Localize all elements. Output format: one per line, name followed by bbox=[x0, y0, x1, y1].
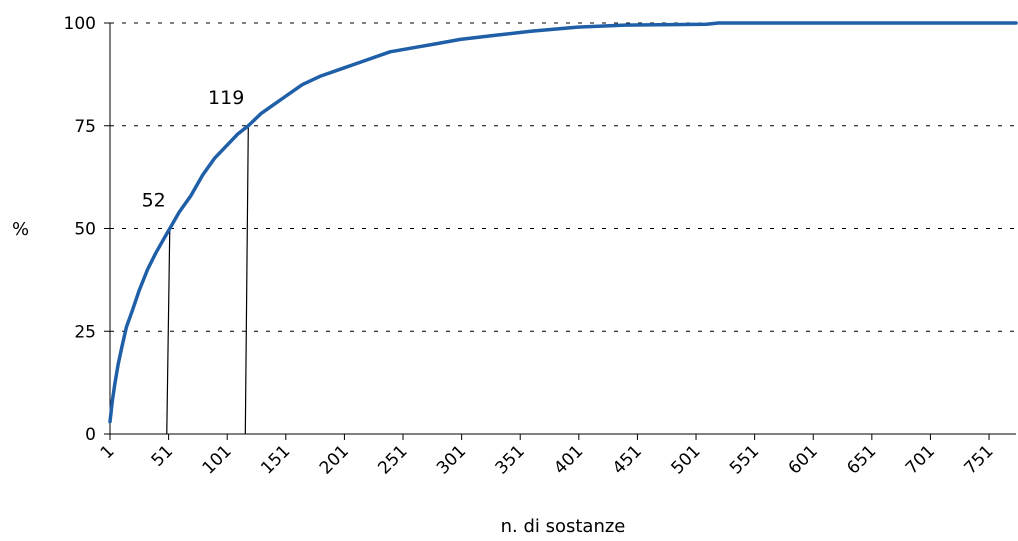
x-tick-label: 351 bbox=[492, 441, 529, 478]
y-tick-label: 0 bbox=[85, 425, 96, 445]
x-tick-label: 101 bbox=[199, 441, 236, 478]
x-tick-label: 51 bbox=[148, 441, 177, 470]
x-tick-label: 551 bbox=[726, 441, 763, 478]
cumulative-line bbox=[108, 21, 1018, 424]
y-tick-label: 100 bbox=[64, 14, 96, 34]
x-tick-label: 401 bbox=[550, 441, 587, 478]
reference-line bbox=[166, 228, 171, 435]
x-axis-title: n. di sostanze bbox=[501, 516, 626, 537]
x-tick-label: 151 bbox=[257, 441, 294, 478]
x-tick-label: 451 bbox=[609, 441, 646, 478]
grid-lines bbox=[110, 22, 1016, 332]
y-tick-label: 75 bbox=[74, 117, 96, 137]
reference-line bbox=[244, 125, 249, 435]
x-tick-label: 1 bbox=[97, 441, 119, 463]
x-tick-label: 651 bbox=[843, 441, 880, 478]
marker-label: 52 bbox=[142, 190, 166, 212]
marker-labels: 52 119 bbox=[142, 87, 245, 212]
x-tick-label: 251 bbox=[374, 441, 411, 478]
x-tick-label: 201 bbox=[316, 441, 353, 478]
marker-label: 119 bbox=[208, 87, 244, 109]
x-tick-label: 751 bbox=[960, 441, 997, 478]
x-tick-label: 601 bbox=[785, 441, 822, 478]
reference-lines bbox=[166, 125, 249, 435]
x-tick-label: 501 bbox=[667, 441, 704, 478]
x-tick-label: 301 bbox=[433, 441, 470, 478]
x-tick-labels: 1 51 101 151 201 251 301 351 401 451 501 551 601 651 7… bbox=[97, 434, 998, 478]
x-tick-label: 701 bbox=[902, 441, 939, 478]
y-tick-labels: 0 25 50 75 100 bbox=[64, 14, 110, 445]
y-tick-label: 50 bbox=[74, 220, 96, 240]
y-tick-label: 25 bbox=[74, 322, 96, 342]
y-axis-title: % bbox=[12, 219, 29, 240]
